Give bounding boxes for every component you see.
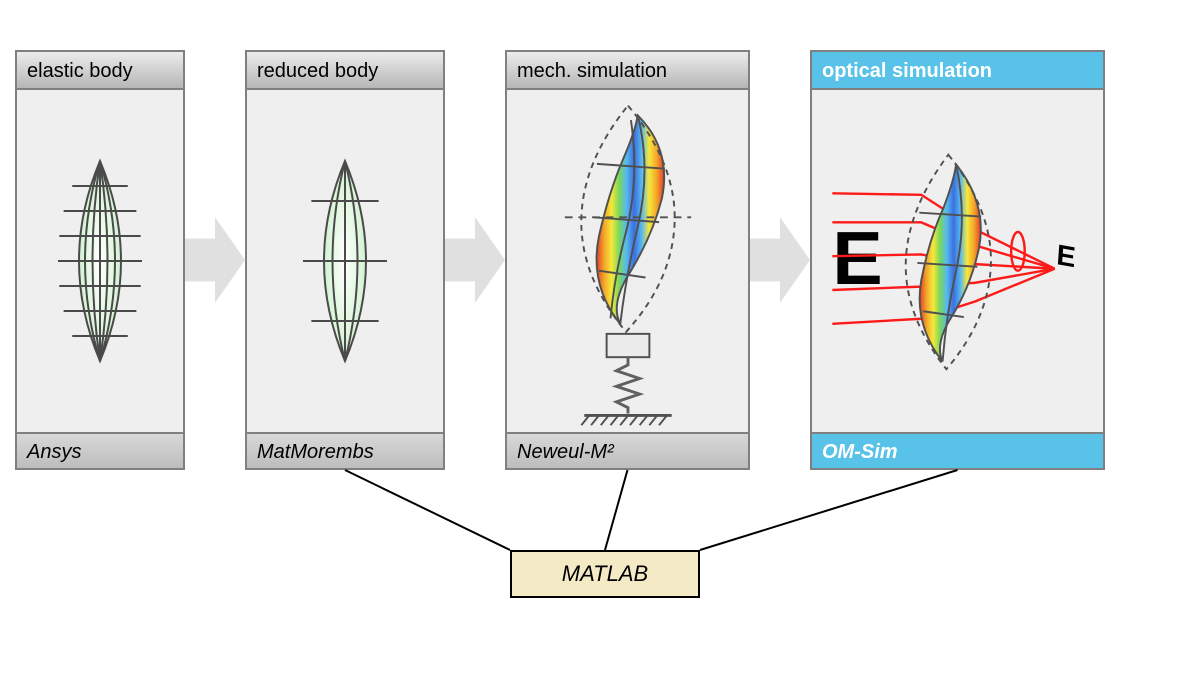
stage-header: elastic body: [17, 52, 183, 90]
stage-2: mech. simulation Neweul-M²: [505, 50, 750, 470]
stage-header: mech. simulation: [507, 52, 748, 90]
stage-0: elastic body Ansys: [15, 50, 185, 470]
svg-text:E: E: [1055, 239, 1076, 274]
stage-footer: MatMorembs: [247, 432, 443, 468]
stage-header: reduced body: [247, 52, 443, 90]
stage-3: optical simulation E E OM-Sim: [810, 50, 1105, 470]
stage-header: optical simulation: [812, 52, 1103, 90]
stage-art: [17, 90, 183, 432]
stage-art: E E: [812, 90, 1103, 432]
stage-art: [247, 90, 443, 432]
matlab-box: MATLAB: [510, 550, 700, 598]
stage-footer: OM-Sim: [812, 432, 1103, 468]
stage-art: [507, 90, 748, 432]
stage-1: reduced body MatMorembs: [245, 50, 445, 470]
stage-footer: Ansys: [17, 432, 183, 468]
stage-footer: Neweul-M²: [507, 432, 748, 468]
